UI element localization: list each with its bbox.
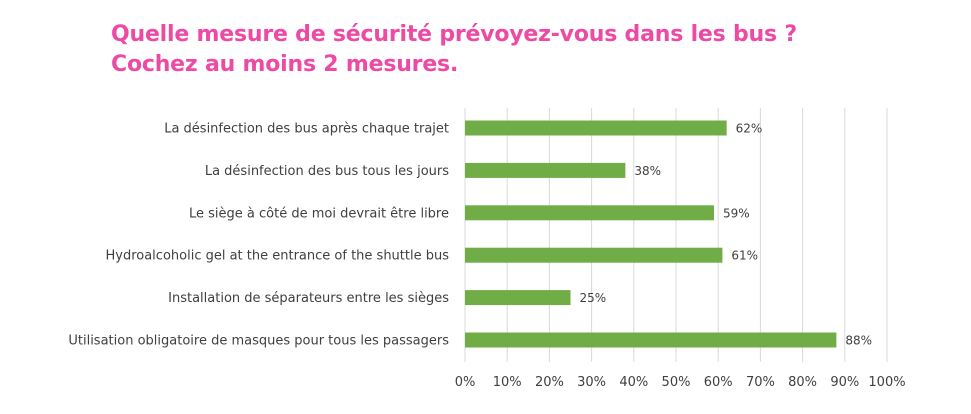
x-tick-label: 40% bbox=[619, 375, 648, 390]
category-label: Le siège à côté de moi devrait être libr… bbox=[189, 206, 449, 221]
x-tick-label: 100% bbox=[868, 375, 905, 390]
x-axis-tick-labels: 0% 10% 20% 30% 40% 50% 60% 70% 80% 90% 100% bbox=[455, 375, 906, 390]
chart-title-line-1: Quelle mesure de sécurité prévoyez-vous … bbox=[111, 22, 797, 47]
data-label: 25% bbox=[580, 291, 607, 305]
x-tick-label: 30% bbox=[577, 375, 606, 390]
category-label: Installation de séparateurs entre les si… bbox=[168, 291, 449, 306]
x-tick-label: 20% bbox=[535, 375, 564, 390]
x-tick-label: 80% bbox=[788, 375, 817, 390]
data-label: 59% bbox=[723, 206, 750, 220]
x-tick-label: 10% bbox=[493, 375, 522, 390]
data-label: 88% bbox=[845, 334, 872, 348]
bar bbox=[465, 247, 723, 263]
bar bbox=[465, 205, 714, 221]
bar bbox=[465, 290, 571, 306]
bar bbox=[465, 332, 837, 348]
chart-title-line-2: Cochez au moins 2 mesures. bbox=[111, 52, 459, 77]
data-labels: 62% 38% 59% 61% 25% 88% bbox=[580, 122, 873, 348]
data-label: 38% bbox=[634, 164, 661, 178]
x-tick-label: 60% bbox=[704, 375, 733, 390]
bar bbox=[465, 120, 727, 136]
category-labels: La désinfection des bus après chaque tra… bbox=[68, 122, 449, 349]
data-label: 62% bbox=[736, 122, 763, 136]
data-label: 61% bbox=[731, 249, 758, 263]
chart-title: Quelle mesure de sécurité prévoyez-vous … bbox=[111, 20, 797, 80]
category-label: La désinfection des bus tous les jours bbox=[205, 164, 449, 179]
category-label: Utilisation obligatoire de masques pour … bbox=[68, 334, 449, 349]
gridlines bbox=[464, 108, 888, 362]
x-tick-label: 70% bbox=[746, 375, 775, 390]
x-tick-label: 50% bbox=[662, 375, 691, 390]
bars bbox=[465, 120, 837, 348]
x-tick-label: 0% bbox=[455, 375, 476, 390]
bar bbox=[465, 162, 626, 178]
x-tick-label: 90% bbox=[830, 375, 859, 390]
category-label: Hydroalcoholic gel at the entrance of th… bbox=[105, 249, 449, 264]
category-label: La désinfection des bus après chaque tra… bbox=[164, 122, 449, 137]
